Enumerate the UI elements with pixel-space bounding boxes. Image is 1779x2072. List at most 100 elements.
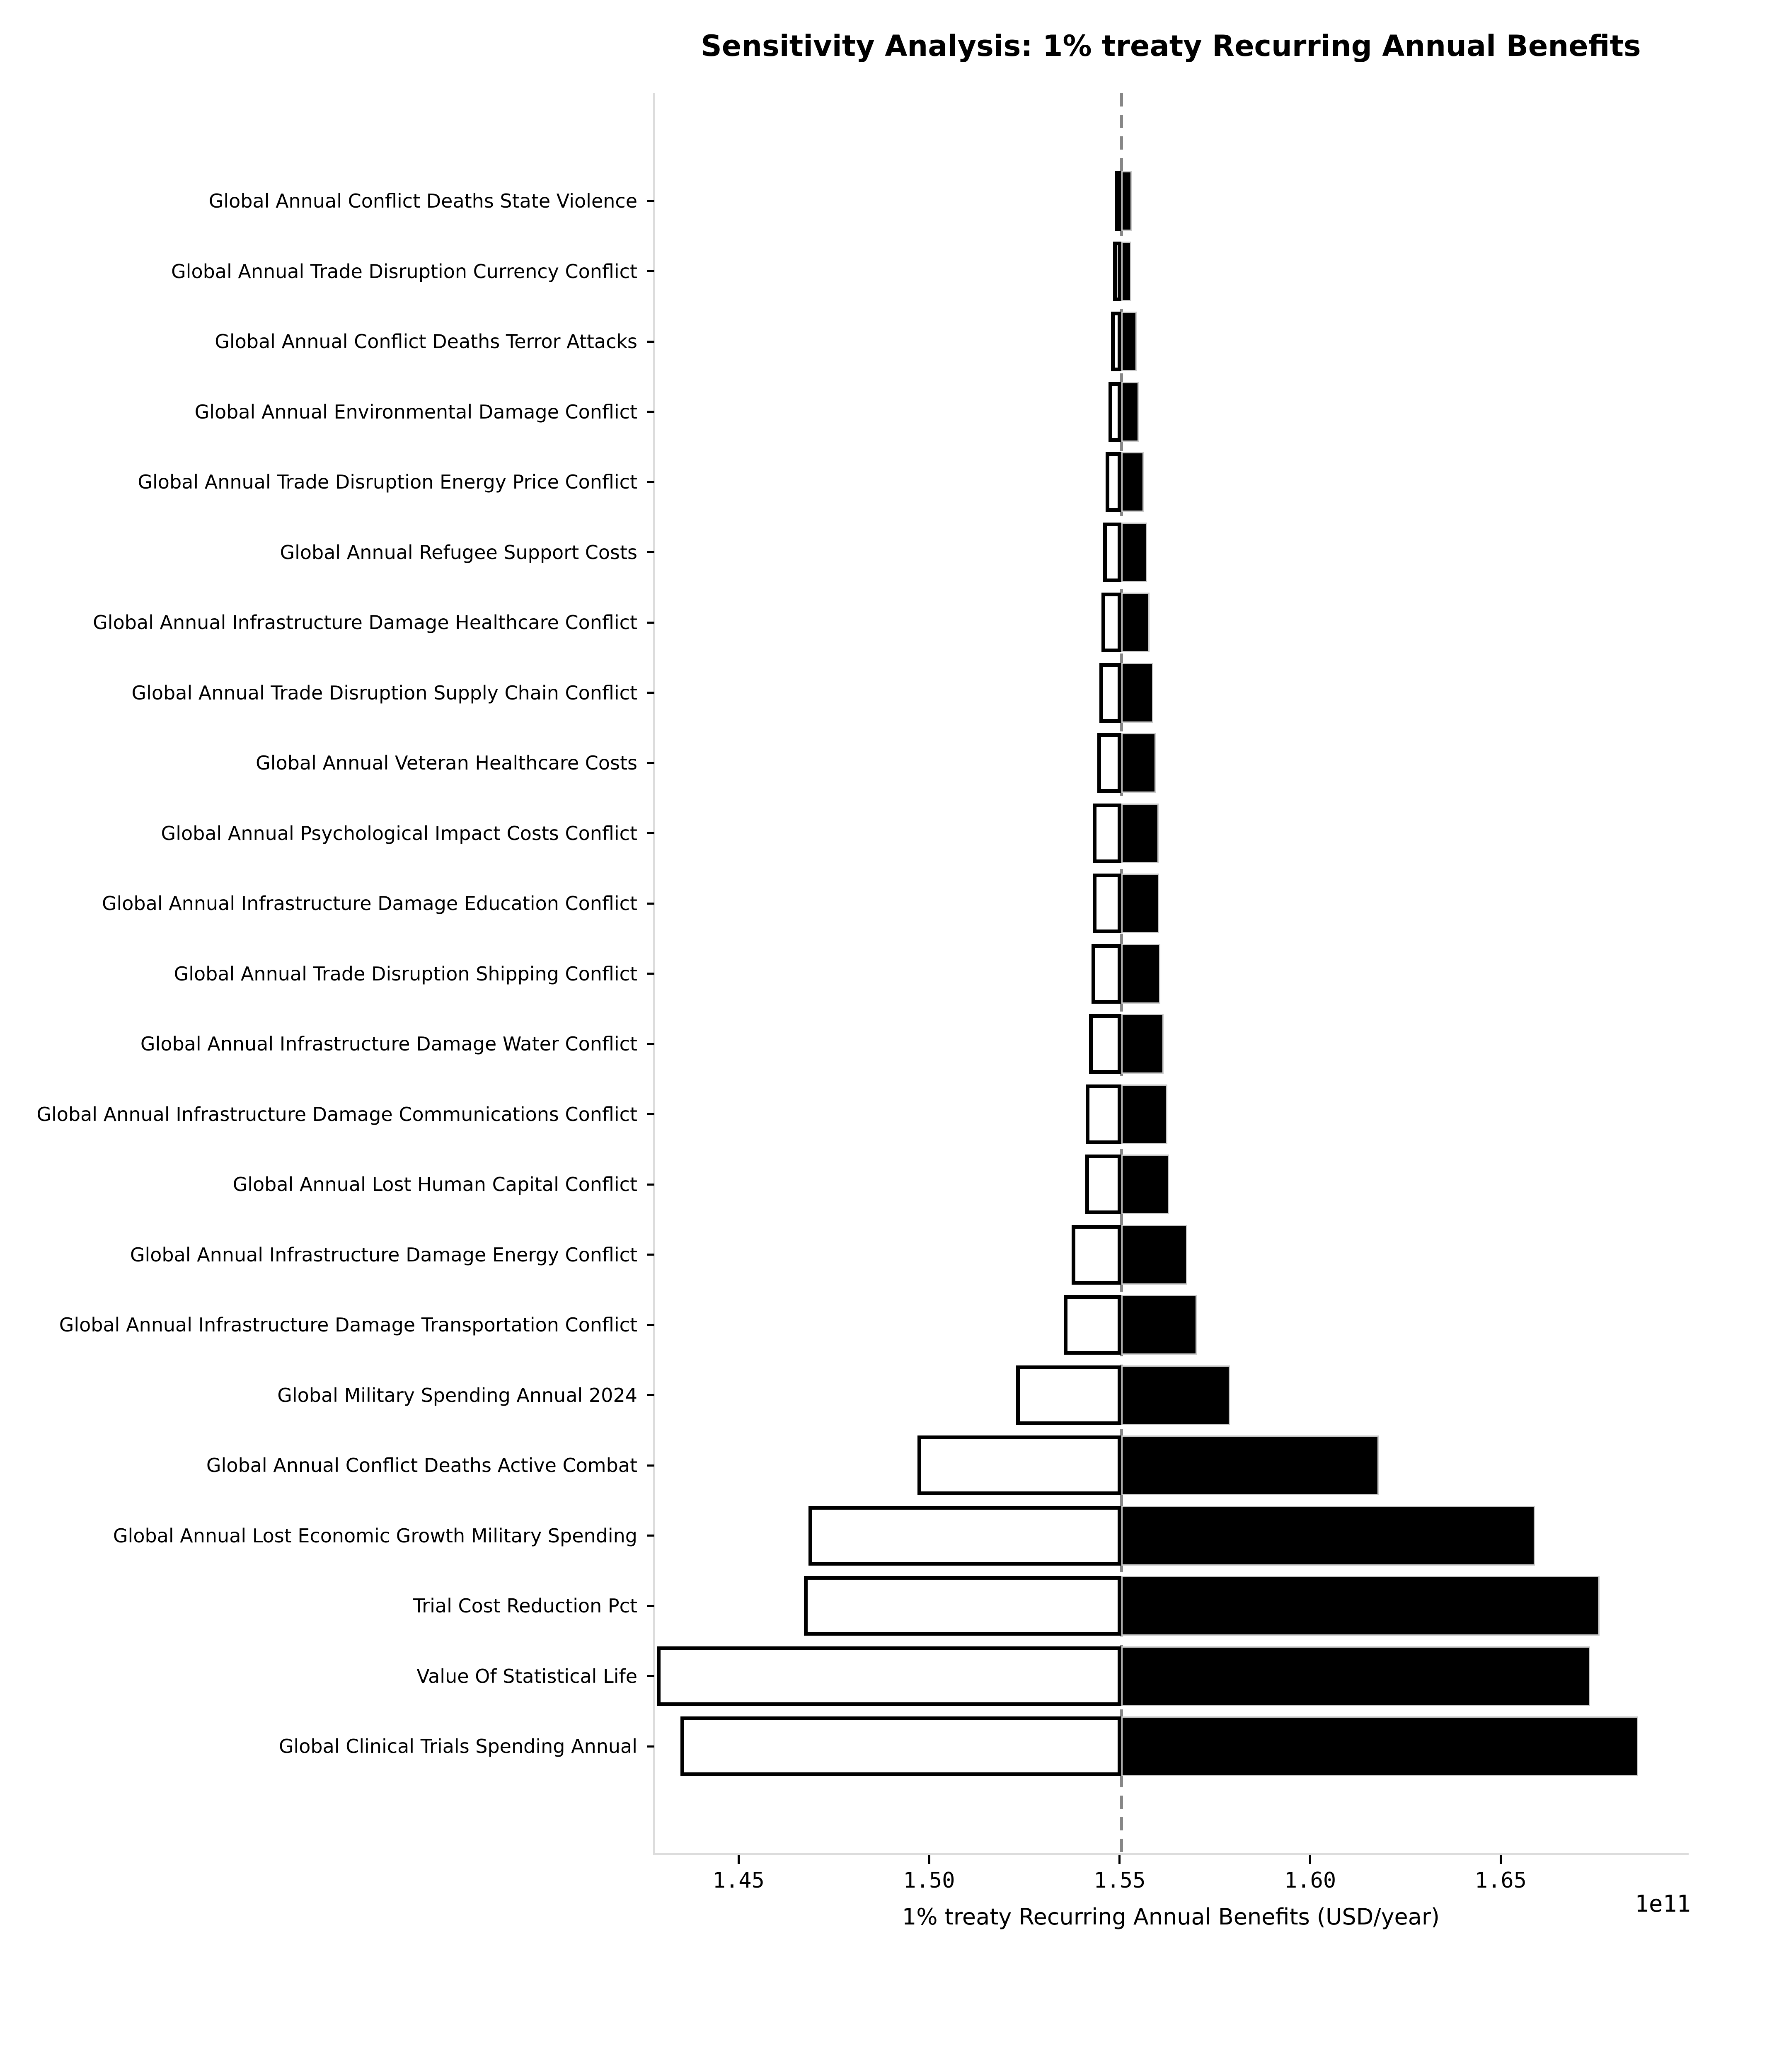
bar-low-segment bbox=[1016, 1365, 1122, 1425]
y-tick-mark bbox=[647, 1324, 654, 1326]
x-tick-label: 1.50 bbox=[903, 1868, 955, 1893]
bar-low-segment bbox=[808, 1506, 1122, 1566]
y-tick-label: Global Clinical Trials Spending Annual bbox=[278, 1735, 637, 1757]
y-tick-mark bbox=[647, 621, 654, 624]
bar-high-segment bbox=[1121, 1225, 1187, 1285]
x-tick-mark bbox=[1499, 1855, 1502, 1864]
axis-offset-label: 1e11 bbox=[1635, 1890, 1691, 1917]
y-tick-mark bbox=[647, 902, 654, 905]
y-tick-mark bbox=[647, 1745, 654, 1748]
bar-low-segment bbox=[680, 1716, 1122, 1776]
bar-low-segment bbox=[1097, 733, 1122, 793]
bar-low-segment bbox=[1085, 1155, 1122, 1214]
y-tick-label: Global Annual Refugee Support Costs bbox=[280, 541, 637, 564]
x-axis-spine bbox=[653, 1853, 1689, 1855]
x-tick-mark bbox=[737, 1855, 740, 1864]
bar-high-segment bbox=[1121, 1435, 1379, 1495]
bar-low-segment bbox=[1105, 452, 1122, 512]
bar-low-segment bbox=[1063, 1295, 1122, 1355]
y-tick-mark bbox=[647, 762, 654, 764]
y-tick-label: Global Annual Conflict Deaths Active Com… bbox=[206, 1454, 637, 1477]
y-tick-mark bbox=[647, 692, 654, 694]
y-tick-mark bbox=[647, 1043, 654, 1045]
y-tick-mark bbox=[647, 1394, 654, 1396]
y-tick-label: Global Annual Infrastructure Damage Educ… bbox=[102, 892, 637, 915]
bar-low-segment bbox=[1089, 1014, 1122, 1074]
y-tick-label: Global Annual Environmental Damage Confl… bbox=[194, 400, 637, 423]
y-tick-mark bbox=[647, 832, 654, 834]
chart-title: Sensitivity Analysis: 1% treaty Recurrin… bbox=[701, 29, 1641, 63]
bar-low-segment bbox=[1091, 944, 1122, 1004]
y-tick-label: Global Annual Trade Disruption Energy Pr… bbox=[138, 471, 637, 493]
y-tick-label: Global Military Spending Annual 2024 bbox=[277, 1384, 637, 1406]
bar-high-segment bbox=[1121, 1576, 1600, 1636]
y-tick-mark bbox=[647, 270, 654, 272]
y-tick-label: Global Annual Infrastructure Damage Wate… bbox=[140, 1033, 637, 1055]
bar-low-segment bbox=[804, 1576, 1122, 1636]
y-tick-mark bbox=[647, 1254, 654, 1256]
y-tick-label: Global Annual Infrastructure Damage Comm… bbox=[36, 1103, 637, 1126]
y-tick-mark bbox=[647, 411, 654, 413]
y-tick-label: Global Annual Veteran Healthcare Costs bbox=[256, 752, 637, 774]
bar-low-segment bbox=[1101, 593, 1122, 652]
bar-low-segment bbox=[1099, 663, 1122, 723]
y-tick-label: Global Annual Psychological Impact Costs… bbox=[161, 822, 637, 845]
y-tick-mark bbox=[647, 1675, 654, 1677]
y-tick-mark bbox=[647, 200, 654, 202]
bar-low-segment bbox=[1114, 171, 1122, 231]
y-tick-mark bbox=[647, 1605, 654, 1607]
x-tick-label: 1.60 bbox=[1284, 1868, 1336, 1893]
bar-low-segment bbox=[1109, 382, 1122, 442]
x-tick-label: 1.65 bbox=[1474, 1868, 1527, 1893]
y-tick-mark bbox=[647, 551, 654, 553]
bar-low-segment bbox=[1071, 1225, 1122, 1285]
bar-low-segment bbox=[1111, 312, 1122, 371]
x-axis-title: 1% treaty Recurring Annual Benefits (USD… bbox=[902, 1904, 1440, 1930]
y-tick-label: Trial Cost Reduction Pct bbox=[413, 1595, 637, 1617]
y-tick-mark bbox=[647, 340, 654, 343]
bar-high-segment bbox=[1121, 171, 1132, 231]
bar-high-segment bbox=[1121, 733, 1156, 793]
bar-high-segment bbox=[1121, 1155, 1169, 1214]
x-tick-mark bbox=[928, 1855, 930, 1864]
bar-high-segment bbox=[1121, 312, 1137, 371]
bar-high-segment bbox=[1121, 803, 1159, 863]
bar-low-segment bbox=[656, 1646, 1122, 1706]
bar-high-segment bbox=[1121, 663, 1153, 723]
y-tick-mark bbox=[647, 1183, 654, 1186]
bar-high-segment bbox=[1121, 241, 1132, 301]
y-tick-label: Global Annual Conflict Deaths State Viol… bbox=[208, 190, 637, 212]
bar-low-segment bbox=[1092, 803, 1122, 863]
bar-low-segment bbox=[917, 1435, 1122, 1495]
bar-low-segment bbox=[1085, 1084, 1122, 1144]
bar-high-segment bbox=[1121, 1084, 1167, 1144]
bar-high-segment bbox=[1121, 874, 1159, 933]
bar-high-segment bbox=[1121, 944, 1161, 1004]
y-tick-label: Global Annual Trade Disruption Currency … bbox=[171, 260, 637, 283]
y-tick-label: Global Annual Infrastructure Damage Heal… bbox=[93, 611, 637, 634]
bar-high-segment bbox=[1121, 522, 1147, 582]
y-tick-label: Global Annual Lost Human Capital Conflic… bbox=[232, 1173, 637, 1196]
bar-low-segment bbox=[1103, 522, 1122, 582]
y-tick-label: Global Annual Conflict Deaths Terror Att… bbox=[215, 330, 637, 353]
bar-high-segment bbox=[1121, 382, 1139, 442]
y-tick-mark bbox=[647, 1464, 654, 1467]
y-tick-label: Global Annual Infrastructure Damage Tran… bbox=[59, 1314, 637, 1336]
bar-high-segment bbox=[1121, 593, 1150, 652]
x-tick-label: 1.55 bbox=[1094, 1868, 1146, 1893]
y-tick-mark bbox=[647, 973, 654, 975]
y-tick-label: Global Annual Lost Economic Growth Milit… bbox=[113, 1524, 637, 1547]
y-tick-label: Global Annual Trade Disruption Supply Ch… bbox=[131, 681, 637, 704]
bar-low-segment bbox=[1092, 874, 1122, 933]
bar-high-segment bbox=[1121, 1014, 1164, 1074]
bar-high-segment bbox=[1121, 1295, 1197, 1355]
y-tick-label: Value Of Statistical Life bbox=[416, 1665, 637, 1687]
y-tick-mark bbox=[647, 1113, 654, 1115]
bar-low-segment bbox=[1113, 241, 1122, 301]
bar-high-segment bbox=[1121, 1365, 1230, 1425]
x-tick-label: 1.45 bbox=[712, 1868, 765, 1893]
bar-high-segment bbox=[1121, 1506, 1535, 1566]
y-tick-label: Global Annual Trade Disruption Shipping … bbox=[174, 962, 637, 985]
y-tick-mark bbox=[647, 1535, 654, 1537]
